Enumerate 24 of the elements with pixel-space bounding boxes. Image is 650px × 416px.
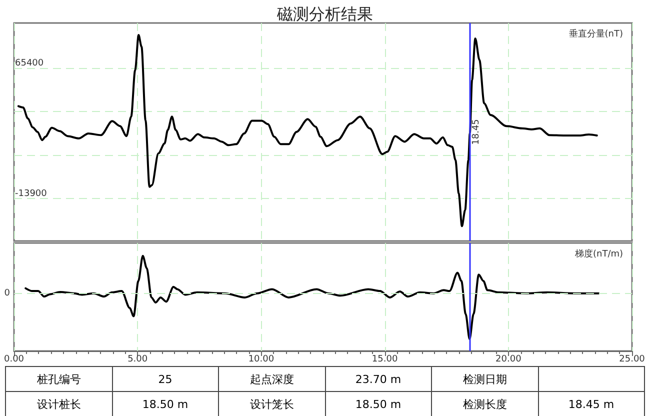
x-tick-label: 15.00 [372, 354, 398, 364]
ref-line-label: 18.45 [472, 119, 482, 145]
text: 23.70 m [325, 366, 432, 392]
text: 18.50 m [112, 392, 218, 416]
chart-title: 磁测分析结果 [276, 4, 373, 24]
text: 18.45 m [538, 392, 644, 416]
text: 检测长度 [432, 392, 538, 416]
text: 25 [112, 366, 218, 392]
x-tick-label: 0.00 [4, 354, 24, 364]
text: 检测日期 [432, 366, 538, 392]
text: 设计桩长 [6, 392, 112, 416]
text: 桩孔编号 [6, 366, 112, 392]
y-tick-label: 65400 [15, 58, 44, 68]
x-tick-label: 20.00 [496, 354, 522, 364]
text: 起点深度 [218, 366, 325, 392]
text: 18.50 m [325, 392, 432, 416]
text: 设计笼长 [218, 392, 325, 416]
y-axis-title: 垂直分量(nT) [568, 28, 624, 40]
y-axis-title: 梯度(nT/m) [574, 248, 624, 260]
x-tick-label: 10.00 [248, 354, 274, 364]
x-tick-label: 25.00 [619, 354, 646, 364]
y-tick-label: -13900 [15, 188, 48, 199]
x-tick-label: 5.00 [128, 354, 148, 364]
ref-line-label: 0 [4, 288, 10, 298]
